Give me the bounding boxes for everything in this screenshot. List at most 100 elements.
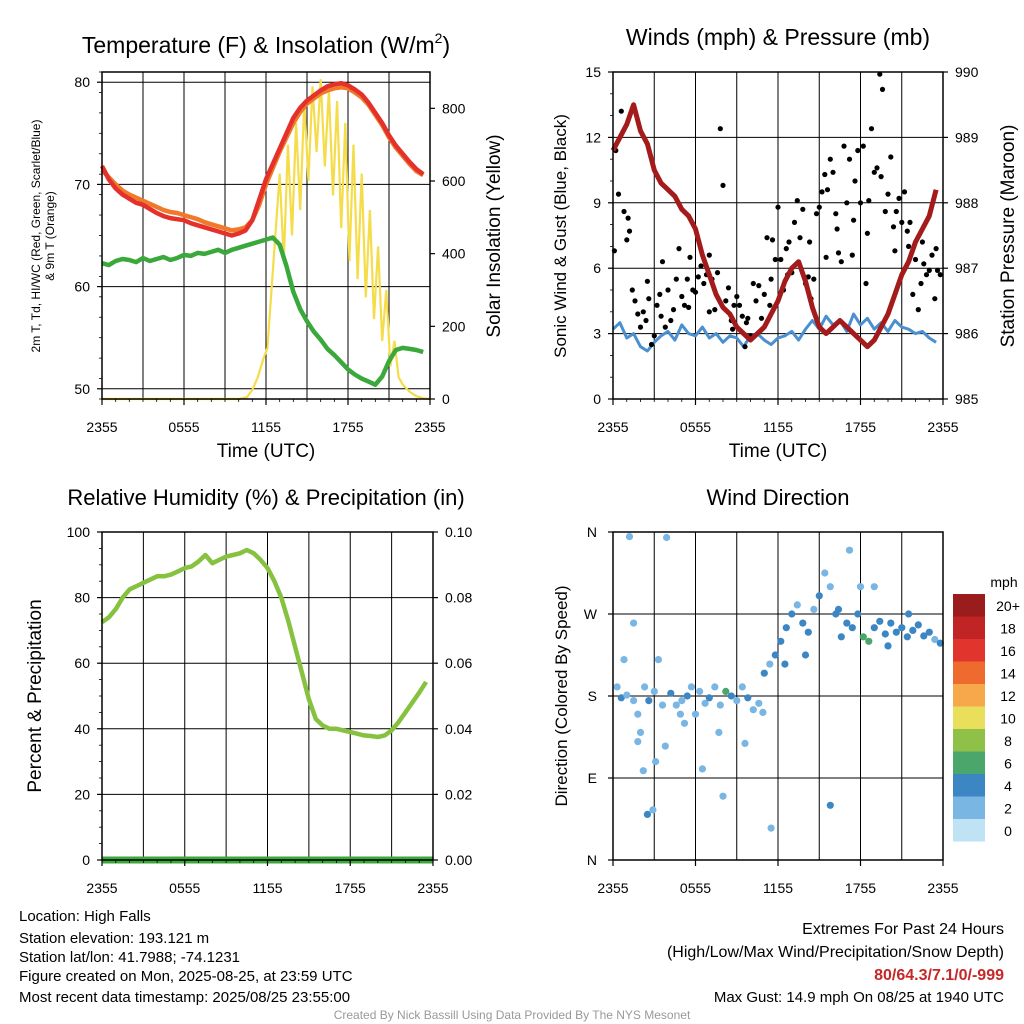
wind-direction-point: [672, 701, 680, 709]
wind-direction-point: [678, 697, 686, 705]
gust-point: [860, 143, 866, 149]
gust-point: [681, 302, 688, 308]
wind-direction-point: [925, 628, 933, 636]
gust-point: [849, 252, 855, 258]
gust-point: [824, 187, 831, 193]
gust-point: [648, 341, 655, 348]
winds-xtick-label: 2355: [927, 419, 958, 435]
gust-point: [827, 156, 833, 162]
dewpoint-line: [101, 235, 424, 387]
winds-ytick-label: 0: [593, 391, 601, 407]
winds-ytick-label: 12: [585, 129, 601, 145]
legend-swatch: [953, 594, 985, 617]
winds-ytick-label: 6: [593, 260, 601, 276]
humidity-xtick-label: 1155: [252, 880, 282, 896]
gust-point: [855, 147, 861, 154]
wind-direction-point: [865, 637, 873, 645]
gust-point: [933, 246, 939, 252]
gust-point: [692, 289, 699, 295]
wind-direction-point: [634, 738, 642, 746]
gust-point: [871, 169, 877, 175]
gust-point: [698, 263, 704, 269]
wind-direction-point: [793, 601, 801, 609]
temperature-xtick-label: 1755: [332, 419, 363, 435]
temperature-ytick-label: 60: [74, 279, 90, 295]
wind-direction-point: [722, 687, 730, 696]
gust-point: [701, 280, 707, 287]
wind-direction-title: Wind Direction: [706, 485, 849, 510]
gust-point: [668, 317, 674, 324]
wind-direction-point: [716, 701, 724, 709]
gust-point: [926, 267, 932, 273]
wind-direction-point: [870, 624, 878, 632]
wind-direction-point: [826, 801, 834, 809]
gust-point: [637, 324, 644, 330]
humidity-xtick-label: 0555: [169, 880, 200, 896]
wind-direction-point: [645, 697, 653, 705]
legend-title: mph: [990, 574, 1017, 590]
wind-direction-point: [661, 742, 669, 750]
gust-point: [830, 169, 836, 175]
wind-direction-point: [843, 619, 851, 627]
temperature-rtick-label: 600: [442, 173, 466, 189]
wind-direction-point: [771, 651, 779, 659]
wind-direction-point: [892, 628, 900, 636]
humidity-xtick-label: 2355: [86, 880, 117, 896]
gust-point: [844, 200, 850, 206]
gust-point: [823, 254, 829, 260]
gust-point: [695, 274, 701, 280]
gust-point: [640, 309, 646, 315]
gust-point: [686, 304, 692, 310]
max-gust: Max Gust: 14.9 mph On 08/25 at 1940 UTC: [714, 989, 1004, 1006]
wind-direction-point: [777, 637, 785, 645]
wind-direction-point: [691, 710, 700, 718]
gust-point: [714, 270, 721, 276]
humidity-rtick-label: 0.02: [445, 786, 472, 802]
temperature-xtick-label: 1155: [251, 419, 281, 435]
gust-point: [670, 307, 677, 313]
temperature-rtick-label: 400: [442, 246, 466, 262]
wind-direction-point: [623, 691, 631, 699]
gust-point: [769, 237, 776, 243]
wind-direction-point: [876, 617, 884, 625]
wind-direction-point: [903, 633, 911, 641]
pressure-line: [610, 102, 939, 350]
wind-direction-point: [788, 610, 796, 618]
gust-point: [868, 126, 875, 132]
gust-point: [654, 302, 660, 308]
wind-direction-point: [733, 697, 741, 705]
wind-direction-point: [826, 583, 834, 591]
legend-swatch: [953, 706, 985, 729]
wind-direction-point: [837, 633, 845, 641]
humidity-ytick-label: 40: [74, 721, 90, 737]
gust-point: [778, 256, 784, 263]
footer-created: Figure created on Mon, 2025-08-25, at 23…: [19, 968, 353, 985]
gust-point: [756, 283, 762, 289]
gust-point: [659, 259, 666, 265]
winds-rtick-label: 986: [955, 326, 979, 342]
footer-info: Location: High Falls Station elevation: …: [19, 908, 1004, 1022]
legend-swatch: [953, 684, 985, 707]
gust-point: [934, 267, 941, 273]
gust-point: [819, 189, 825, 195]
winds-panel: Winds (mph) & Pressure (mb) 0 3 6 9 12 15 985 9…: [551, 24, 1019, 462]
temperature-y-label-line2: & 9m T (Orange): [43, 191, 57, 281]
wind-direction-point: [617, 694, 625, 702]
winds-rtick-label: 987: [955, 260, 979, 276]
gust-point: [816, 204, 822, 210]
gust-point: [910, 291, 916, 297]
gust-point: [807, 239, 813, 245]
pressure-y-label: Station Pressure (Maroon): [998, 125, 1019, 348]
gust-point: [615, 191, 622, 197]
gust-point: [834, 226, 840, 232]
wind-direction-point: [680, 719, 689, 727]
gust-point: [800, 206, 806, 212]
wind-direction-point: [625, 533, 634, 541]
wind-direction-point: [654, 656, 663, 664]
gust-point: [864, 230, 871, 236]
temperature-ytick-label: 50: [74, 381, 90, 397]
gust-point: [921, 261, 927, 267]
gust-point: [879, 86, 886, 92]
wind-direction-point: [738, 683, 746, 691]
wind-direction-point: [749, 706, 757, 714]
